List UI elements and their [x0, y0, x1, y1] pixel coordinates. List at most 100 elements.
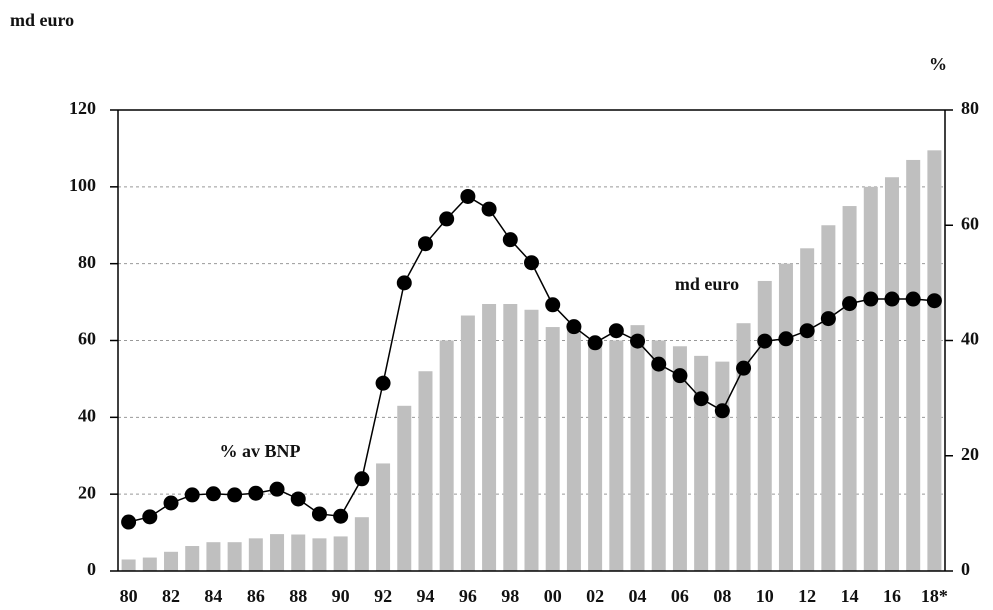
bar [418, 371, 433, 571]
y2-axis-label: % [929, 54, 947, 74]
bar [291, 534, 306, 571]
line-point [778, 331, 794, 347]
bar [185, 546, 200, 571]
bar [482, 304, 497, 571]
bar [354, 517, 369, 571]
line-point [566, 319, 582, 335]
x-tick-label: 86 [247, 586, 265, 606]
line-point [311, 506, 327, 522]
bar [906, 159, 921, 572]
bar [524, 309, 539, 571]
line-point [205, 486, 221, 502]
x-tick-label: 08 [713, 586, 731, 606]
bar [503, 304, 518, 571]
bar [800, 248, 815, 572]
bar [545, 327, 560, 571]
x-tick-label: 04 [629, 586, 647, 606]
bar [142, 557, 157, 571]
series-label: % av BNP [220, 441, 301, 461]
line-point [630, 333, 646, 349]
line-point [884, 291, 900, 307]
y-axis-label: md euro [10, 10, 74, 30]
bar [270, 534, 285, 571]
bar [164, 551, 179, 571]
bar [333, 536, 348, 571]
bar [884, 177, 899, 571]
x-tick-label: 82 [162, 586, 180, 606]
x-tick-label: 14 [841, 586, 859, 606]
x-tick-label: 06 [671, 586, 689, 606]
y2-tick-label: 40 [961, 329, 979, 349]
y2-tick-label: 80 [961, 98, 979, 118]
bar [821, 225, 836, 571]
x-tick-label: 02 [586, 586, 604, 606]
line-point [545, 297, 561, 313]
line-point [926, 293, 942, 309]
bar [778, 263, 793, 571]
bar [376, 463, 391, 571]
line-point [396, 275, 412, 291]
line-point [757, 333, 773, 349]
line-point [651, 356, 667, 372]
bar [439, 340, 454, 571]
bar [460, 315, 475, 571]
x-tick-label: 84 [204, 586, 222, 606]
x-tick-label: 18* [921, 586, 948, 606]
line-point [524, 255, 539, 271]
bar [588, 344, 603, 571]
y-tick-label: 60 [78, 329, 96, 349]
line-point [799, 323, 815, 339]
line-point [290, 491, 306, 507]
bar [248, 538, 263, 571]
y2-tick-label: 0 [961, 559, 970, 579]
line-point [142, 509, 158, 525]
x-tick-label: 16 [883, 586, 901, 606]
line-point [439, 211, 455, 227]
line-point [121, 514, 137, 530]
bar [694, 355, 709, 571]
line-point [481, 201, 497, 217]
y2-tick-label: 60 [961, 213, 979, 233]
y-tick-label: 100 [69, 175, 96, 195]
x-tick-label: 92 [374, 586, 392, 606]
line-point [248, 485, 264, 501]
y-tick-label: 20 [78, 482, 96, 502]
x-tick-label: 00 [544, 586, 562, 606]
line-point [375, 375, 391, 391]
bar [227, 542, 242, 571]
bar [609, 340, 624, 571]
y-tick-label: 80 [78, 252, 96, 272]
line-point [820, 311, 836, 327]
bar [863, 186, 878, 572]
bar [842, 206, 857, 571]
y-tick-label: 0 [87, 559, 96, 579]
x-tick-label: 98 [501, 586, 519, 606]
x-tick-label: 90 [332, 586, 350, 606]
line-point [905, 291, 921, 307]
bar [651, 340, 666, 571]
line-point [354, 471, 370, 487]
y2-tick-label: 20 [961, 444, 979, 464]
line-point [842, 296, 858, 312]
x-tick-label: 80 [120, 586, 138, 606]
line-point [163, 495, 179, 511]
bar [757, 280, 772, 571]
line-point [693, 391, 709, 407]
x-tick-label: 96 [459, 586, 477, 606]
line-point [608, 323, 624, 339]
bar [672, 346, 687, 571]
x-tick-label: 94 [416, 586, 434, 606]
line-point [417, 236, 433, 252]
bar [566, 328, 581, 571]
line-point [587, 335, 603, 351]
line-point [863, 291, 879, 307]
bar [927, 150, 942, 571]
line-point [714, 403, 730, 419]
bar [736, 323, 751, 571]
line-point [736, 360, 752, 376]
bar [397, 405, 412, 571]
line-point [460, 188, 476, 204]
series-label: md euro [675, 274, 739, 294]
x-tick-label: 12 [798, 586, 816, 606]
line-point [672, 368, 688, 384]
